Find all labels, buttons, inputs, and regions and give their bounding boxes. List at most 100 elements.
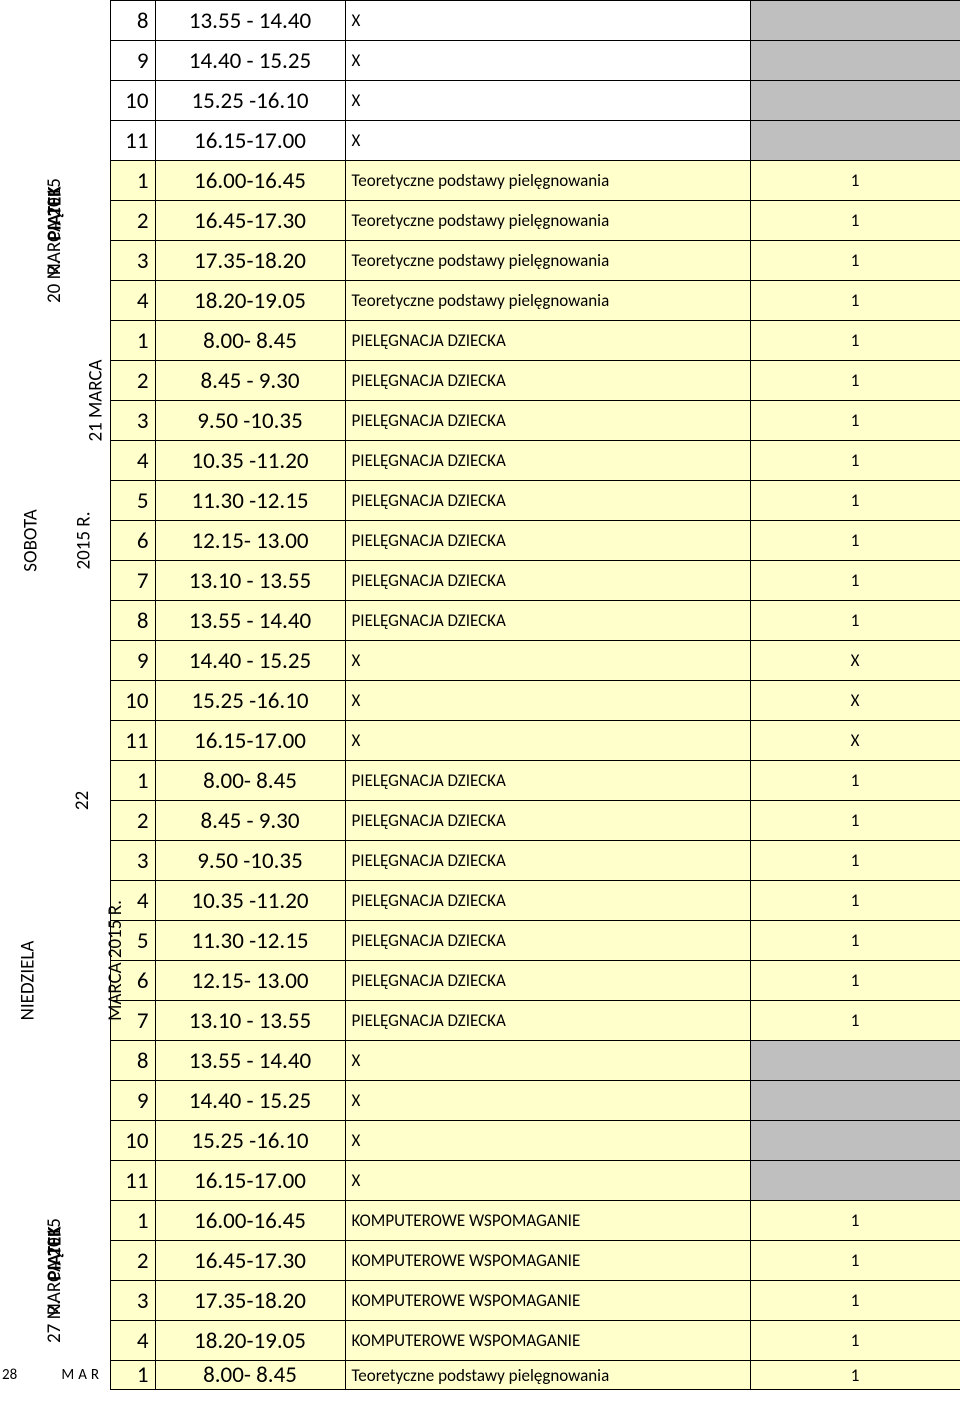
group: X [750,721,960,761]
group: 1 [750,1361,960,1390]
time-slot: 8.45 - 9.30 [155,801,345,841]
group: 1 [750,801,960,841]
time-slot: 13.10 - 13.55 [155,1001,345,1041]
group: 1 [750,241,960,281]
side-blank [55,1081,110,1201]
table-row: 2015 R. 5 11.30 -12.15 PIELĘGNACJA DZIEC… [0,481,960,521]
table-row: PIĄTEK 20 MARCA 2015 R. 1 16.00-16.45 Te… [0,161,960,201]
subject: PIELĘGNACJA DZIECKA [345,321,750,361]
period-num: 11 [110,121,155,161]
subject: Teoretyczne podstawy pielęgnowania [345,201,750,241]
table-row: 4 10.35 -11.20 PIELĘGNACJA DZIECKA 1 [0,881,960,921]
period-num: 11 [110,721,155,761]
subject: X [345,681,750,721]
table-row: 2 8.45 - 9.30 PIELĘGNACJA DZIECKA 1 [0,361,960,401]
subject: KOMPUTEROWE WSPOMAGANIE [345,1321,750,1361]
time-slot: 18.20-19.05 [155,1321,345,1361]
table-row: 10 15.25 -16.10 X [0,1121,960,1161]
group: 1 [750,281,960,321]
period-num: 10 [110,1121,155,1161]
group [750,1161,960,1201]
group: 1 [750,441,960,481]
table-row: 9 14.40 - 15.25 X X [0,641,960,681]
subject: PIELĘGNACJA DZIECKA [345,921,750,961]
side-blank [55,1,110,161]
subject: X [345,41,750,81]
group: 1 [750,1001,960,1041]
table-row: MARCA 2015 R. 3 9.50 -10.35 PIELĘGNACJA … [0,841,960,881]
time-slot: 9.50 -10.35 [155,401,345,441]
day-date: 20 MARCA 2015 [43,178,66,303]
subject: PIELĘGNACJA DZIECKA [345,841,750,881]
period-num: 3 [110,241,155,281]
day-year: 2015 R. [73,511,96,569]
period-num: 8 [110,1,155,41]
subject: Teoretyczne podstawy pielęgnowania [345,161,750,201]
table-row: 5 11.30 -12.15 PIELĘGNACJA DZIECKA 1 [0,921,960,961]
table-row: SOBOTA 21 MARCA 1 8.00- 8.45 PIELĘGNACJA… [0,321,960,361]
group: 1 [750,1281,960,1321]
day-label-sobota: SOBOTA [0,321,55,761]
period-num: 3 [110,841,155,881]
time-slot: 8.45 - 9.30 [155,361,345,401]
time-slot: 8.00- 8.45 [155,761,345,801]
period-num: 11 [110,1161,155,1201]
time-slot: 14.40 - 15.25 [155,1081,345,1121]
time-slot: 15.25 -16.10 [155,681,345,721]
subject: PIELĘGNACJA DZIECKA [345,961,750,1001]
subject: PIELĘGNACJA DZIECKA [345,401,750,441]
time-slot: 18.20-19.05 [155,281,345,321]
day-sub-22: 22 [55,761,110,841]
table-row: 2 16.45-17.30 KOMPUTEROWE WSPOMAGANIE 1 [0,1241,960,1281]
foot-a: A [78,1366,91,1384]
subject: KOMPUTEROWE WSPOMAGANIE [345,1201,750,1241]
time-slot: 11.30 -12.15 [155,481,345,521]
time-slot: 16.00-16.45 [155,1201,345,1241]
group: 1 [750,201,960,241]
day-sub-2015r: 2015 R. [55,481,110,601]
day-sub-21marca: 21 MARCA [55,321,110,481]
time-slot: 10.35 -11.20 [155,881,345,921]
period-num: 4 [110,281,155,321]
day-label-foot: 28 [0,1361,55,1390]
time-slot: 14.40 - 15.25 [155,41,345,81]
subject: PIELĘGNACJA DZIECKA [345,761,750,801]
table-row: 3 9.50 -10.35 PIELĘGNACJA DZIECKA 1 [0,401,960,441]
subject: X [345,641,750,681]
period-num: 6 [110,521,155,561]
time-slot: 17.35-18.20 [155,241,345,281]
table-row: 9 14.40 - 15.25 X [0,1081,960,1121]
period-num: 8 [110,1041,155,1081]
time-slot: 16.15-17.00 [155,721,345,761]
day-name: NIEDZIELA [16,941,39,1021]
group [750,81,960,121]
time-slot: 13.55 - 14.40 [155,601,345,641]
time-slot: 17.35-18.20 [155,1281,345,1321]
day-date: MARCA 2015 R. [104,900,127,1021]
subject: X [345,721,750,761]
side-blank [0,1,55,161]
period-num: 2 [110,1241,155,1281]
time-slot: 13.10 - 13.55 [155,561,345,601]
period-num: 1 [110,1361,155,1390]
table-row: 11 16.15-17.00 X [0,121,960,161]
group: 1 [750,481,960,521]
group: 1 [750,761,960,801]
subject: X [345,81,750,121]
foot-28: 28 [2,1366,17,1384]
subject: KOMPUTEROWE WSPOMAGANIE [345,1241,750,1281]
time-slot: 16.15-17.00 [155,1161,345,1201]
period-num: 8 [110,601,155,641]
table-row: 11 16.15-17.00 X [0,1161,960,1201]
table-row: 9 14.40 - 15.25 X [0,41,960,81]
group: 1 [750,601,960,641]
table-row: 2 16.45-17.30 Teoretyczne podstawy pielę… [0,201,960,241]
period-num: 3 [110,1281,155,1321]
subject: X [345,1,750,41]
group: 1 [750,841,960,881]
day-name: SOBOTA [20,509,43,571]
group: 1 [750,1241,960,1281]
group [750,1081,960,1121]
group [750,1121,960,1161]
table-row: 6 12.15- 13.00 PIELĘGNACJA DZIECKA 1 [0,961,960,1001]
